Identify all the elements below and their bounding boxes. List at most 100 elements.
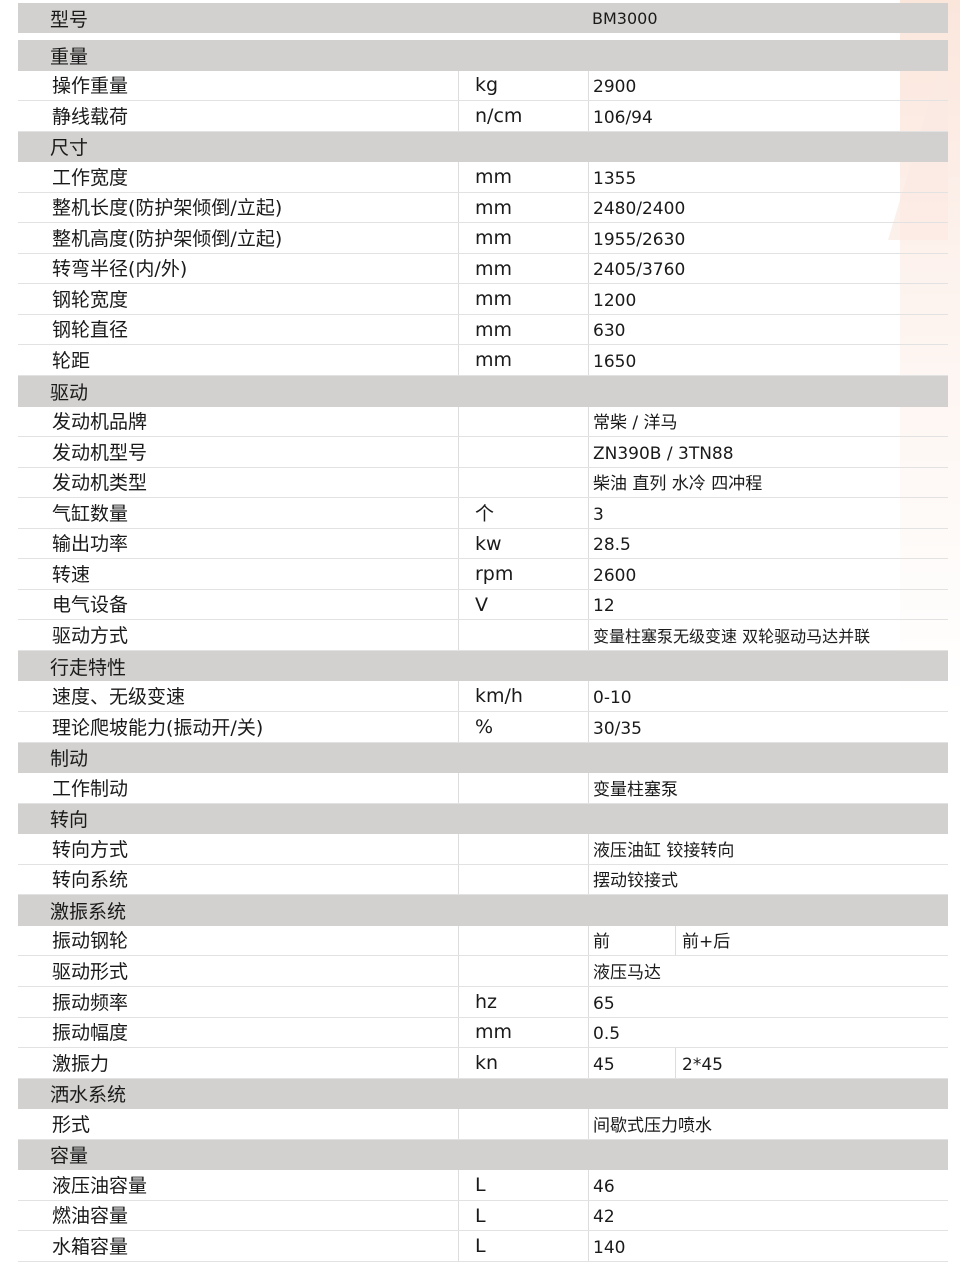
spec-row: 整机高度(防护架倾倒/立起) mm 1955/2630 <box>18 223 948 254</box>
section-header: 行走特性 <box>18 650 948 682</box>
spec-unit <box>458 834 588 864</box>
spec-value: 140 <box>588 1231 948 1261</box>
spec-unit: mm <box>458 253 588 284</box>
spec-label: 输出功率 <box>52 533 129 556</box>
section-header: 制动 <box>18 742 948 774</box>
spec-value: 摆动铰接式 <box>588 864 948 895</box>
section-title: 容量 <box>50 1145 89 1168</box>
spec-unit: kg <box>458 70 588 101</box>
spec-row: 轮距 mm 1650 <box>18 345 948 377</box>
section-title: 重量 <box>50 45 89 68</box>
spec-label: 转弯半径(内/外) <box>52 258 188 281</box>
spec-row: 水箱容量 L 140 <box>18 1231 948 1262</box>
spec-row: 钢轮直径 mm 630 <box>18 314 948 346</box>
spec-value: 1355 <box>588 162 948 192</box>
spec-label: 工作宽度 <box>52 166 129 189</box>
spec-row: 发动机型号 ZN390B / 3TN88 <box>18 437 948 468</box>
spec-unit <box>458 864 588 895</box>
spec-label: 钢轮直径 <box>52 319 129 342</box>
section-title: 激振系统 <box>50 901 127 924</box>
spec-row: 工作宽度 mm 1355 <box>18 162 948 193</box>
spec-value: 12 <box>588 589 948 620</box>
spec-unit <box>458 437 588 467</box>
spec-label: 静线载荷 <box>52 105 129 128</box>
spec-unit: kn <box>458 1048 588 1078</box>
spec-value: 65 <box>588 986 948 1017</box>
spec-value: 1955/2630 <box>588 223 948 253</box>
spec-unit: 个 <box>458 498 588 528</box>
spec-value: 变量柱塞泵无级变速 双轮驱动马达并联 <box>588 620 948 650</box>
section-title: 行走特性 <box>50 656 127 679</box>
section-header: 洒水系统 <box>18 1078 948 1110</box>
spec-label: 振动钢轮 <box>52 930 129 953</box>
spec-row: 输出功率 kw 28.5 <box>18 528 948 560</box>
spec-label: 轮距 <box>52 350 91 373</box>
spec-label: 发动机品牌 <box>52 411 148 434</box>
spec-row: 激振力 kn 45 2*45 <box>18 1048 948 1079</box>
spec-unit: L <box>458 1200 588 1231</box>
spec-row: 驱动方式 变量柱塞泵无级变速 双轮驱动马达并联 <box>18 620 948 651</box>
spec-row: 发动机品牌 常柴 / 洋马 <box>18 406 948 438</box>
spec-unit: mm <box>458 345 588 376</box>
spec-label: 液压油容量 <box>52 1174 148 1197</box>
spec-label: 振动幅度 <box>52 1022 129 1045</box>
spec-label: 气缸数量 <box>52 502 129 525</box>
spec-unit <box>458 467 588 498</box>
spec-row: 振动幅度 mm 0.5 <box>18 1017 948 1049</box>
spec-row: 振动频率 hz 65 <box>18 986 948 1018</box>
spec-value: 2600 <box>588 559 948 589</box>
spec-value: 106/94 <box>588 101 948 131</box>
spec-value: 1200 <box>588 284 948 314</box>
spec-row: 转向系统 摆动铰接式 <box>18 864 948 896</box>
spec-value: 变量柱塞泵 <box>588 773 948 803</box>
spec-unit: mm <box>458 223 588 253</box>
spec-label: 水箱容量 <box>52 1235 129 1258</box>
spec-label: 电气设备 <box>52 594 129 617</box>
spec-label: 速度、无级变速 <box>52 686 186 709</box>
spec-value: 液压油缸 铰接转向 <box>588 834 948 864</box>
spec-unit <box>458 925 588 956</box>
spec-value: ZN390B / 3TN88 <box>588 437 948 467</box>
spec-unit: L <box>458 1231 588 1261</box>
spec-unit <box>458 620 588 650</box>
section-header: 转向 <box>18 803 948 835</box>
spec-value: 2480/2400 <box>588 192 948 223</box>
spec-value: 630 <box>588 314 948 345</box>
spec-row: 转弯半径(内/外) mm 2405/3760 <box>18 253 948 285</box>
spec-unit: rpm <box>458 559 588 589</box>
spec-row: 钢轮宽度 mm 1200 <box>18 284 948 315</box>
spec-label: 整机长度(防护架倾倒/立起) <box>52 197 283 220</box>
spec-label: 激振力 <box>52 1052 110 1075</box>
spec-value: 常柴 / 洋马 <box>588 406 948 437</box>
spec-row: 速度、无级变速 km/h 0-10 <box>18 681 948 713</box>
spec-row: 工作制动 变量柱塞泵 <box>18 773 948 804</box>
spec-unit: mm <box>458 192 588 223</box>
spec-unit <box>458 1109 588 1139</box>
spec-row: 气缸数量 个 3 <box>18 498 948 529</box>
spec-label: 形式 <box>52 1113 91 1136</box>
spec-unit: mm <box>458 314 588 345</box>
spec-value: 45 <box>588 1048 675 1078</box>
spec-row: 转速 rpm 2600 <box>18 559 948 590</box>
section-title: 转向 <box>50 809 89 832</box>
spec-value: 3 <box>588 498 948 528</box>
spec-unit: kw <box>458 528 588 559</box>
spec-value-alt: 2*45 <box>675 1048 948 1078</box>
spec-unit <box>458 956 588 986</box>
spec-value: 间歇式压力喷水 <box>588 1109 948 1139</box>
spec-label: 工作制动 <box>52 777 129 800</box>
spec-label: 驱动方式 <box>52 624 129 647</box>
spec-label: 操作重量 <box>52 75 129 98</box>
section-header: 激振系统 <box>18 895 948 926</box>
spec-label: 转速 <box>52 563 91 586</box>
spec-unit: n/cm <box>458 101 588 131</box>
spec-label: 驱动形式 <box>52 960 129 983</box>
spec-label: 整机高度(防护架倾倒/立起) <box>52 227 283 250</box>
spec-value: 0.5 <box>588 1017 948 1048</box>
spec-unit: hz <box>458 986 588 1017</box>
spec-label: 发动机类型 <box>52 472 148 495</box>
spec-unit: % <box>458 712 588 742</box>
model-value: BM3000 <box>592 8 658 28</box>
section-header: 容量 <box>18 1139 948 1171</box>
section-title: 洒水系统 <box>50 1084 127 1107</box>
